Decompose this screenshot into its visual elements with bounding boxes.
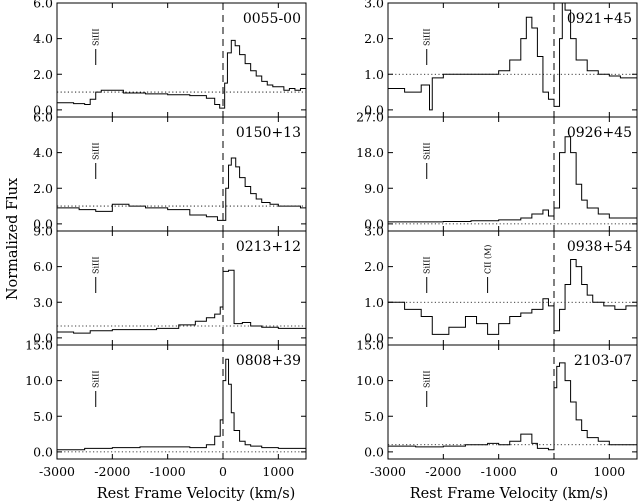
x-tick-label: 1000 bbox=[262, 464, 294, 479]
object-name: 0921+45 bbox=[567, 11, 632, 27]
line-marker-label: SiIII bbox=[423, 370, 432, 388]
object-name: 0926+45 bbox=[567, 125, 632, 141]
y-tick-label: 3.0 bbox=[33, 295, 53, 310]
y-tick-label: 0.0 bbox=[33, 216, 53, 231]
y-tick-label: 0.0 bbox=[364, 216, 384, 231]
panel-frame bbox=[387, 344, 638, 460]
y-tick-label: 10.0 bbox=[356, 373, 384, 388]
x-tick-label: -1000 bbox=[150, 464, 186, 479]
spectrum-line bbox=[388, 2, 637, 111]
spectrum-line bbox=[388, 259, 638, 335]
y-tick-label: 15.0 bbox=[25, 338, 53, 353]
y-tick-label: 3.0 bbox=[364, 0, 384, 11]
spectrum-panel-left-2: 0.0 3.0 6.0 9.0 0213+12 SiIII bbox=[33, 224, 307, 346]
x-tick-label: 0 bbox=[219, 464, 227, 479]
x-axis-label-right: Rest Frame Velocity (km/s) bbox=[410, 486, 609, 502]
y-tick-label: 4.0 bbox=[33, 31, 53, 46]
y-tick-label: 0.0 bbox=[33, 330, 53, 345]
y-tick-label: 10.0 bbox=[25, 373, 53, 388]
line-marker-label: SiIII bbox=[423, 142, 432, 160]
x-tick-label: 0 bbox=[550, 464, 558, 479]
line-marker-label: CII (M) bbox=[484, 245, 493, 274]
line-marker-label: SiIII bbox=[92, 370, 101, 388]
y-tick-label: 2.0 bbox=[33, 181, 53, 196]
object-name: 0213+12 bbox=[236, 239, 301, 255]
x-tick-label: -1000 bbox=[481, 464, 517, 479]
y-tick-label: 0.0 bbox=[33, 444, 53, 459]
line-marker-label: SiIII bbox=[423, 28, 432, 46]
panel-frame bbox=[56, 344, 307, 460]
y-tick-label: 6.0 bbox=[33, 259, 53, 274]
spectrum-panel-right-0: 0.0 1.0 2.0 3.0 0921+45 SiIII bbox=[364, 0, 638, 118]
x-tick-label: 1000 bbox=[593, 464, 625, 479]
x-tick-label: -2000 bbox=[425, 464, 461, 479]
line-marker-label: SiIII bbox=[92, 142, 101, 160]
object-name: 0938+54 bbox=[567, 239, 632, 255]
line-marker-label: SiIII bbox=[92, 28, 101, 46]
y-tick-label: 0.0 bbox=[364, 102, 384, 117]
spectrum-panel-left-3: 0.0 5.0 10.0 15.0 -3000 -2000 -1000 0 1000 0808+3… bbox=[25, 338, 307, 479]
object-name: 0055-00 bbox=[243, 11, 301, 27]
y-tick-label: 0.0 bbox=[364, 330, 384, 345]
x-axis-label-left: Rest Frame Velocity (km/s) bbox=[97, 486, 296, 502]
spectrum-panel-left-1: 0.0 2.0 4.0 6.0 0150+13 SiIII bbox=[33, 110, 307, 232]
panel-grid: 0.0 2.0 4.0 6.0 0055-00 SiIII 0.0 2.0 4.0 6.0 0150… bbox=[25, 0, 638, 479]
y-tick-label: 5.0 bbox=[33, 409, 53, 424]
line-marker-label: SiIII bbox=[92, 256, 101, 274]
spectrum-panel-right-1: 0.0 9.0 18.0 27.0 0926+45 SiIII bbox=[356, 110, 638, 232]
x-tick-label: -2000 bbox=[94, 464, 130, 479]
y-tick-label: 2.0 bbox=[33, 67, 53, 82]
object-name: 0150+13 bbox=[236, 125, 301, 141]
x-tick-label: -3000 bbox=[370, 464, 406, 479]
y-tick-label: 0.0 bbox=[364, 444, 384, 459]
spectrum-panel-left-0: 0.0 2.0 4.0 6.0 0055-00 SiIII bbox=[33, 0, 307, 118]
y-tick-label: 6.0 bbox=[33, 110, 53, 125]
y-tick-label: 15.0 bbox=[356, 338, 384, 353]
y-tick-label: 0.0 bbox=[33, 102, 53, 117]
y-tick-label: 1.0 bbox=[364, 295, 384, 310]
object-name: 2103-07 bbox=[574, 353, 632, 369]
y-tick-label: 2.0 bbox=[364, 259, 384, 274]
y-tick-label: 5.0 bbox=[364, 409, 384, 424]
y-tick-label: 1.0 bbox=[364, 67, 384, 82]
spectrum-line bbox=[57, 358, 307, 451]
object-name: 0808+39 bbox=[236, 353, 301, 369]
spectrum-line bbox=[57, 157, 306, 221]
y-tick-label: 9.0 bbox=[33, 224, 53, 239]
spectrum-line bbox=[57, 269, 307, 334]
y-tick-label: 3.0 bbox=[364, 224, 384, 239]
y-tick-label: 27.0 bbox=[356, 110, 384, 125]
spectrum-panel-right-3: 0.0 5.0 10.0 15.0 -3000 -2000 -1000 0 1000 2103-0… bbox=[356, 338, 638, 479]
y-axis-label: Normalized Flux bbox=[5, 178, 21, 300]
spectrum-panel-right-2: 0.0 1.0 2.0 3.0 0938+54 SiIII CII (M) bbox=[364, 224, 638, 346]
y-tick-label: 9.0 bbox=[364, 181, 384, 196]
line-marker-label: SiIII bbox=[423, 256, 432, 274]
y-tick-label: 4.0 bbox=[33, 145, 53, 160]
spectrum-line bbox=[57, 39, 307, 109]
spectrum-line bbox=[388, 362, 638, 451]
y-tick-label: 18.0 bbox=[356, 145, 384, 160]
x-tick-label: -3000 bbox=[39, 464, 75, 479]
y-tick-label: 2.0 bbox=[364, 31, 384, 46]
spectrum-line bbox=[388, 136, 638, 223]
y-tick-label: 6.0 bbox=[33, 0, 53, 11]
